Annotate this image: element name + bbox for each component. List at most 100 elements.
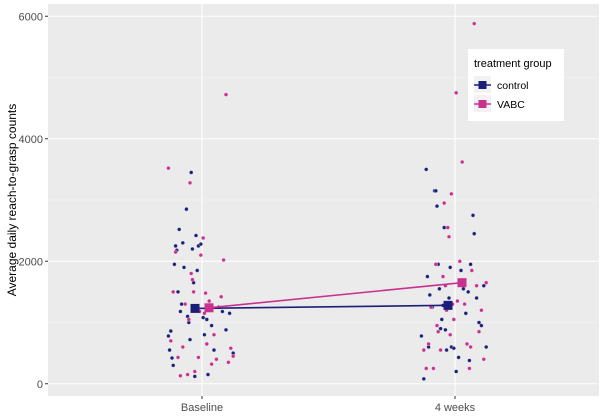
- data-point-vabc: [180, 344, 185, 350]
- data-point-vabc: [468, 344, 473, 350]
- data-point-vabc: [424, 366, 429, 371]
- y-axis: 0 2000 4000 6000: [19, 11, 48, 391]
- data-point-control: [209, 323, 214, 328]
- data-point-vabc: [175, 355, 181, 360]
- data-point-vabc: [484, 280, 489, 285]
- data-point-vabc: [178, 373, 183, 378]
- data-point-vabc: [192, 369, 197, 374]
- data-point-vabc: [191, 289, 196, 294]
- data-point-vabc: [228, 346, 233, 351]
- x-axis: Baseline 4 weeks: [181, 396, 476, 414]
- data-point-vabc: [467, 366, 472, 371]
- data-point-control: [484, 344, 489, 350]
- data-point-control: [468, 262, 473, 267]
- mean-lines: [190, 278, 467, 313]
- data-point-control: [474, 295, 479, 301]
- data-point-control: [421, 376, 426, 381]
- data-point-vabc: [196, 355, 201, 360]
- data-point-vabc: [171, 289, 176, 294]
- data-point-vabc: [204, 341, 209, 346]
- data-point-vabc: [202, 311, 207, 316]
- data-point-vabc: [434, 323, 440, 328]
- data-point-vabc: [436, 329, 441, 334]
- data-point-control: [437, 286, 442, 291]
- data-point-control: [177, 227, 182, 232]
- data-point-control: [451, 346, 456, 351]
- data-point-vabc: [221, 257, 226, 263]
- data-point-control: [187, 337, 193, 342]
- data-point-control: [470, 213, 476, 218]
- data-point-control: [189, 170, 194, 175]
- data-point-vabc: [189, 271, 194, 276]
- data-point-vabc: [446, 234, 452, 239]
- y-tick-label: 2000: [19, 256, 43, 268]
- data-point-vabc: [455, 299, 460, 304]
- y-tick-label: 0: [37, 379, 43, 391]
- data-point-vabc: [431, 366, 436, 371]
- data-point-control: [424, 167, 429, 172]
- data-point-control: [211, 348, 217, 353]
- data-point-control: [439, 317, 444, 322]
- data-point-control: [204, 317, 209, 322]
- data-point-vabc: [201, 235, 206, 241]
- legend-title: treatment group: [474, 58, 552, 70]
- data-point-control: [419, 333, 424, 339]
- data-point-vabc: [185, 372, 190, 377]
- data-point-vabc: [440, 274, 446, 279]
- data-point-control: [456, 355, 461, 360]
- data-point-vabc: [426, 341, 431, 346]
- data-point-control: [458, 268, 464, 273]
- data-point-control: [227, 311, 232, 316]
- data-point-vabc: [448, 332, 453, 337]
- data-point-vabc: [186, 317, 191, 322]
- mean-marker-control: [190, 303, 200, 313]
- y-tick-label: 4000: [19, 134, 43, 146]
- data-point-vabc: [469, 268, 474, 273]
- data-point-vabc: [438, 348, 443, 353]
- legend-label-vabc: VABC: [497, 99, 525, 111]
- data-point-control: [167, 348, 172, 353]
- data-point-vabc: [173, 250, 178, 255]
- data-point-control: [466, 289, 471, 294]
- data-point-control: [443, 327, 448, 332]
- data-point-vabc: [472, 21, 477, 26]
- data-point-control: [442, 225, 447, 230]
- data-point-vabc: [207, 299, 212, 304]
- data-point-control: [179, 302, 184, 307]
- mean-marker-vabc: [204, 303, 214, 313]
- data-point-control: [467, 358, 472, 363]
- data-point-vabc: [442, 201, 447, 206]
- data-point-control: [181, 265, 187, 270]
- data-point-control: [169, 355, 175, 361]
- data-point-control: [438, 326, 443, 331]
- y-tick-label: 6000: [19, 11, 43, 23]
- data-point-vabc: [445, 225, 450, 230]
- data-point-vabc: [211, 332, 217, 337]
- data-point-vabc: [421, 348, 426, 353]
- data-point-vabc: [476, 329, 482, 334]
- legend-label-control: control: [497, 80, 529, 92]
- data-point-vabc: [454, 90, 459, 95]
- data-point-control: [463, 311, 468, 316]
- mean-marker-vabc: [457, 278, 467, 288]
- data-point-control: [193, 233, 199, 238]
- legend-key-marker: [478, 81, 487, 89]
- data-point-control: [481, 283, 486, 288]
- data-point-vabc: [183, 302, 188, 307]
- data-point-vabc: [214, 357, 219, 362]
- data-point-control: [172, 262, 177, 267]
- data-point-vabc: [198, 253, 203, 258]
- data-point-control: [180, 240, 185, 245]
- data-point-vabc: [462, 302, 467, 307]
- data-point-control: [171, 363, 176, 368]
- data-point-control: [190, 246, 195, 252]
- data-point-vabc: [168, 338, 173, 343]
- data-point-control: [175, 289, 181, 294]
- data-point-control: [433, 188, 438, 193]
- data-point-vabc: [474, 283, 479, 288]
- data-point-control: [195, 268, 200, 273]
- data-point-control: [476, 320, 482, 325]
- data-point-vabc: [433, 262, 438, 267]
- data-point-control: [472, 231, 477, 236]
